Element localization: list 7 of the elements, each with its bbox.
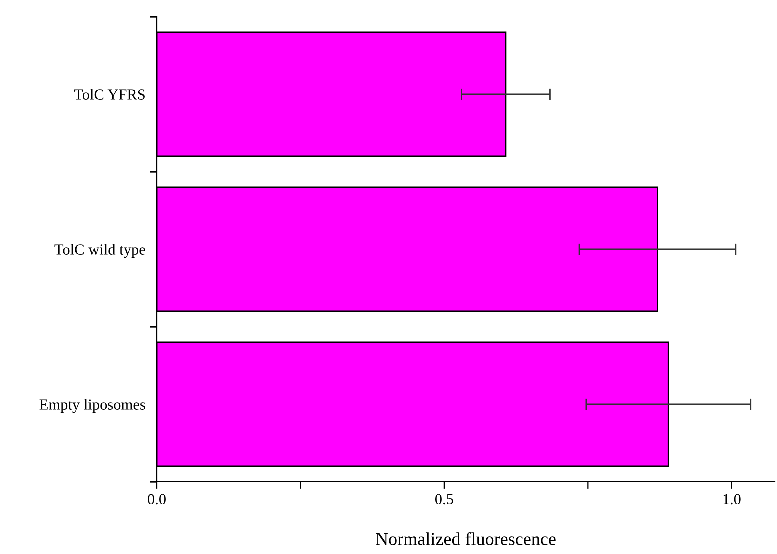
y-tick-label: TolC wild type [54, 244, 146, 258]
x-tick-label: 0.0 [148, 494, 166, 505]
x-axis-title: Normalized fluorescence [376, 532, 556, 546]
y-tick-label: Empty liposomes [40, 399, 146, 414]
y-tick-label: TolC YFRS [74, 89, 145, 100]
x-tick-label: 0.5 [435, 494, 454, 505]
x-tick-label: 1.0 [724, 494, 741, 505]
